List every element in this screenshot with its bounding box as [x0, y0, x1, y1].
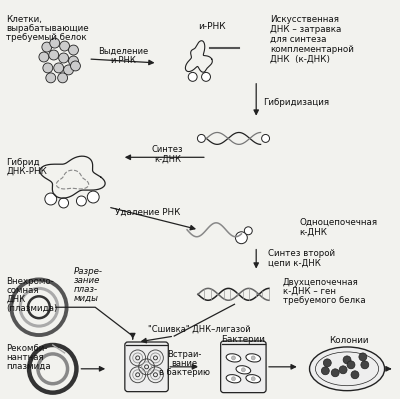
Text: Двухцепочечная: Двухцепочечная	[283, 278, 359, 287]
Text: цепи к-ДНК: цепи к-ДНК	[268, 259, 321, 268]
Ellipse shape	[246, 375, 260, 383]
Circle shape	[343, 356, 351, 364]
Ellipse shape	[310, 347, 384, 391]
Circle shape	[198, 134, 205, 142]
Circle shape	[42, 42, 52, 52]
Text: к-ДНК: к-ДНК	[154, 155, 181, 164]
Circle shape	[188, 72, 197, 81]
Circle shape	[60, 41, 70, 51]
Text: нантная: нантная	[6, 354, 44, 362]
Circle shape	[39, 52, 49, 62]
Circle shape	[70, 61, 80, 71]
Text: ДНК  (к-ДНК): ДНК (к-ДНК)	[270, 55, 330, 63]
Text: ДНК-РНК: ДНК-РНК	[6, 167, 47, 176]
Circle shape	[68, 45, 78, 55]
Text: Рекомби-: Рекомби-	[6, 344, 48, 354]
Circle shape	[59, 198, 68, 208]
Circle shape	[241, 368, 245, 372]
Ellipse shape	[236, 366, 251, 374]
Text: Встраи-: Встраи-	[167, 350, 201, 359]
Circle shape	[351, 371, 359, 379]
Text: к-ДНК: к-ДНК	[300, 227, 328, 236]
Circle shape	[58, 73, 68, 83]
Text: и-РНК: и-РНК	[110, 57, 136, 65]
Text: комплементарной: комплементарной	[270, 45, 354, 53]
Circle shape	[49, 50, 59, 60]
Text: (плазмида): (плазмида)	[6, 304, 58, 313]
Text: Выделение: Выделение	[98, 47, 148, 55]
Circle shape	[262, 134, 270, 142]
Text: в бактерию: в бактерию	[158, 368, 210, 377]
Circle shape	[236, 232, 247, 244]
Circle shape	[87, 191, 99, 203]
FancyBboxPatch shape	[125, 342, 168, 392]
Circle shape	[43, 63, 53, 73]
Text: ДНК – затравка: ДНК – затравка	[270, 25, 341, 34]
Circle shape	[46, 73, 56, 83]
Ellipse shape	[226, 375, 241, 383]
Circle shape	[251, 377, 255, 381]
Text: Разре-: Разре-	[74, 267, 102, 276]
Circle shape	[64, 65, 74, 75]
Circle shape	[359, 353, 367, 361]
Text: плаз-: плаз-	[74, 285, 98, 294]
Text: сомная: сомная	[6, 286, 39, 295]
Text: Гибридизация: Гибридизация	[263, 98, 329, 107]
Text: Одноцепочечная: Одноцепочечная	[300, 217, 378, 226]
Ellipse shape	[226, 354, 241, 362]
Circle shape	[323, 359, 331, 367]
Circle shape	[202, 72, 210, 81]
Text: вание: вание	[171, 359, 197, 368]
Circle shape	[68, 56, 78, 66]
Text: и-РНК: и-РНК	[198, 22, 226, 31]
Text: Удаление РНК: Удаление РНК	[115, 207, 180, 216]
Text: Искусственная: Искусственная	[270, 15, 339, 24]
Ellipse shape	[246, 354, 260, 362]
Circle shape	[45, 193, 57, 205]
Circle shape	[339, 366, 347, 374]
Text: Клетки,: Клетки,	[6, 15, 42, 24]
Text: требуемый белок: требуемый белок	[6, 33, 87, 41]
Text: "Сшивка" ДНК–лигазой: "Сшивка" ДНК–лигазой	[148, 325, 250, 334]
Text: Внехромо-: Внехромо-	[6, 277, 54, 286]
Text: миды: миды	[74, 294, 98, 303]
Circle shape	[50, 38, 60, 48]
Text: для синтеза: для синтеза	[270, 35, 326, 43]
FancyBboxPatch shape	[221, 341, 266, 393]
Circle shape	[347, 361, 355, 369]
Circle shape	[54, 63, 64, 73]
Text: вырабатывающие: вырабатывающие	[6, 24, 89, 33]
Circle shape	[232, 377, 236, 381]
Circle shape	[331, 369, 339, 377]
Text: ДНК: ДНК	[6, 295, 26, 304]
Circle shape	[232, 356, 236, 360]
Text: требуемого белка: требуемого белка	[283, 296, 366, 305]
Text: Синтез второй: Синтез второй	[268, 249, 335, 258]
Circle shape	[244, 227, 252, 235]
Text: плазмида: плазмида	[6, 362, 51, 371]
Text: Бактерии: Бактерии	[222, 334, 265, 344]
Circle shape	[321, 367, 329, 375]
Circle shape	[251, 356, 255, 360]
Text: Колонии: Колонии	[329, 336, 369, 344]
Circle shape	[59, 53, 68, 63]
Text: Гибрид: Гибрид	[6, 158, 40, 167]
Text: зание: зание	[74, 276, 100, 285]
Text: к-ДНК – ген: к-ДНК – ген	[283, 287, 336, 296]
Circle shape	[361, 361, 369, 369]
Text: Синтез: Синтез	[152, 145, 183, 154]
Circle shape	[76, 196, 86, 206]
